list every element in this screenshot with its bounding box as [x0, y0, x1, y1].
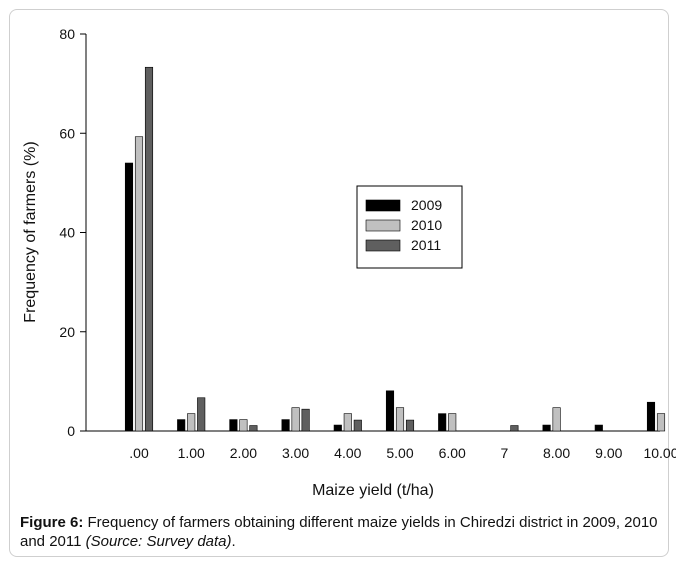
bar-2011-2p00: [249, 425, 258, 432]
legend-label-2009: 2009: [411, 197, 442, 213]
x-tick-label: 4.00: [334, 445, 361, 461]
bar-2009-3p00: [281, 419, 290, 432]
chart-bars: [124, 66, 666, 432]
x-tick-label: 7: [501, 445, 509, 461]
bar-2011-4p00: [353, 419, 362, 432]
bar-2011-1p00: [197, 397, 206, 432]
x-tick-label: 8.00: [543, 445, 570, 461]
bar-2009-4p00: [333, 424, 342, 432]
bar-2009-10p00: [646, 401, 656, 432]
bar-2009-p00: [124, 162, 134, 432]
bar-2011-5p00: [405, 419, 415, 432]
bar-2010-10p00: [656, 413, 666, 432]
y-tick-label: 20: [59, 324, 75, 340]
bar-2009-8p00: [542, 424, 551, 432]
caption-source: (Source: Survey data): [85, 533, 232, 550]
bar-2010-5p00: [395, 407, 405, 432]
x-tick-label: 2.00: [230, 445, 257, 461]
bar-2011-3p00: [301, 408, 310, 432]
figure-frame: [9, 9, 669, 557]
y-tick-label: 60: [59, 125, 75, 141]
x-tick-label: 9.00: [595, 445, 622, 461]
chart-legend: 2009 2010 2011: [356, 185, 463, 269]
y-tick-label: 40: [59, 225, 75, 241]
legend-label-2010: 2010: [411, 217, 442, 233]
bar-2011-7: [510, 425, 519, 432]
x-tick-label: .00: [129, 445, 149, 461]
bar-2010-3p00: [291, 407, 300, 432]
bar-2009-1p00: [177, 419, 186, 432]
legend-swatch-2010: [365, 219, 401, 232]
legend-swatch-2009: [365, 199, 401, 212]
bar-2010-6p00: [448, 413, 457, 432]
x-tick-label: 10.00: [643, 445, 676, 461]
bar-2009-2p00: [229, 419, 238, 432]
y-axis-label: Frequency of farmers (%): [22, 141, 39, 322]
bar-2010-2p00: [239, 419, 248, 432]
chart-tick-labels: 0 20 40 60 80 .00 1.00 2.00 3.00 4.00 5.00 6.00 7 8.0…: [59, 26, 676, 461]
figure-caption: Figure 6: Frequency of farmers obtaining…: [20, 513, 670, 551]
x-tick-label: 1.00: [178, 445, 205, 461]
caption-label: Figure 6:: [20, 514, 84, 531]
bar-chart: 0 20 40 60 80 .00 1.00 2.00 3.00 4.00 5.00 6.00 7 8.0…: [22, 26, 676, 499]
bar-2009-9p00: [594, 424, 603, 432]
y-tick-label: 0: [67, 423, 75, 439]
legend-label-2011: 2011: [411, 237, 441, 253]
caption-end: .: [231, 533, 236, 550]
bar-2010-8p00: [552, 407, 561, 432]
x-tick-label: 5.00: [386, 445, 413, 461]
bar-2011-p00: [144, 66, 154, 432]
caption-text: Frequency of farmers obtaining different…: [20, 514, 658, 550]
bar-2010-1p00: [187, 413, 196, 432]
y-tick-label: 80: [59, 26, 75, 42]
x-tick-label: 3.00: [282, 445, 309, 461]
bar-2010-p00: [134, 136, 144, 432]
bar-2009-5p00: [385, 390, 395, 432]
legend-swatch-2011: [365, 239, 401, 252]
x-tick-label: 6.00: [439, 445, 466, 461]
bar-2009-6p00: [438, 413, 447, 432]
bar-2010-4p00: [343, 413, 352, 432]
x-axis-label: Maize yield (t/ha): [312, 482, 434, 499]
